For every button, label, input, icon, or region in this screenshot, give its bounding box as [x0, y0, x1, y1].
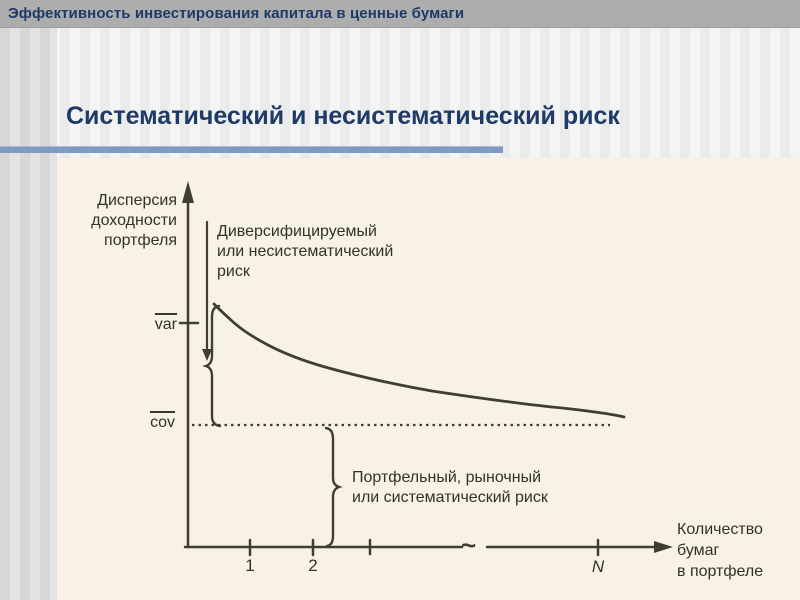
diagram-canvas: [178, 181, 673, 557]
y-axis-arrowhead: [182, 181, 194, 203]
cov-text: cov: [150, 411, 175, 431]
title-divider: [0, 146, 503, 153]
axis-break-tilde: ~: [461, 530, 477, 560]
systematic-risk-annotation: Портфельный, рыночный или систематически…: [352, 469, 548, 506]
x-axis-label: Количество бумаг в портфеле: [677, 521, 764, 580]
var-level-label: var: [137, 313, 177, 335]
diversifiable-risk-annotation: Диверсифицируемый или несистематический …: [217, 223, 394, 280]
left-margin-stripes: [0, 28, 57, 600]
header-bar: Эффективность инвестирования капитала в …: [0, 0, 800, 28]
page-title: Систематический и несистематический риск: [66, 102, 620, 130]
x-axis-arrowhead: [654, 541, 673, 553]
diversifiable-arrowhead: [202, 349, 212, 361]
y-axis-label: Дисперсия доходности портфеля: [91, 192, 177, 249]
systematic-brace: [324, 426, 343, 548]
risk-curve: [212, 302, 626, 419]
var-text: var: [154, 313, 177, 333]
cov-level-label: cov: [135, 411, 175, 433]
diversifiable-brace: [202, 304, 222, 428]
header-title: Эффективность инвестирования капитала в …: [8, 5, 465, 22]
x-tick-label-1: 1: [245, 556, 255, 575]
x-tick-label-n: N: [591, 557, 605, 576]
risk-diagram: Дисперсия доходности портфеля var cov Ди…: [57, 158, 800, 600]
x-tick-label-2: 2: [308, 556, 318, 575]
